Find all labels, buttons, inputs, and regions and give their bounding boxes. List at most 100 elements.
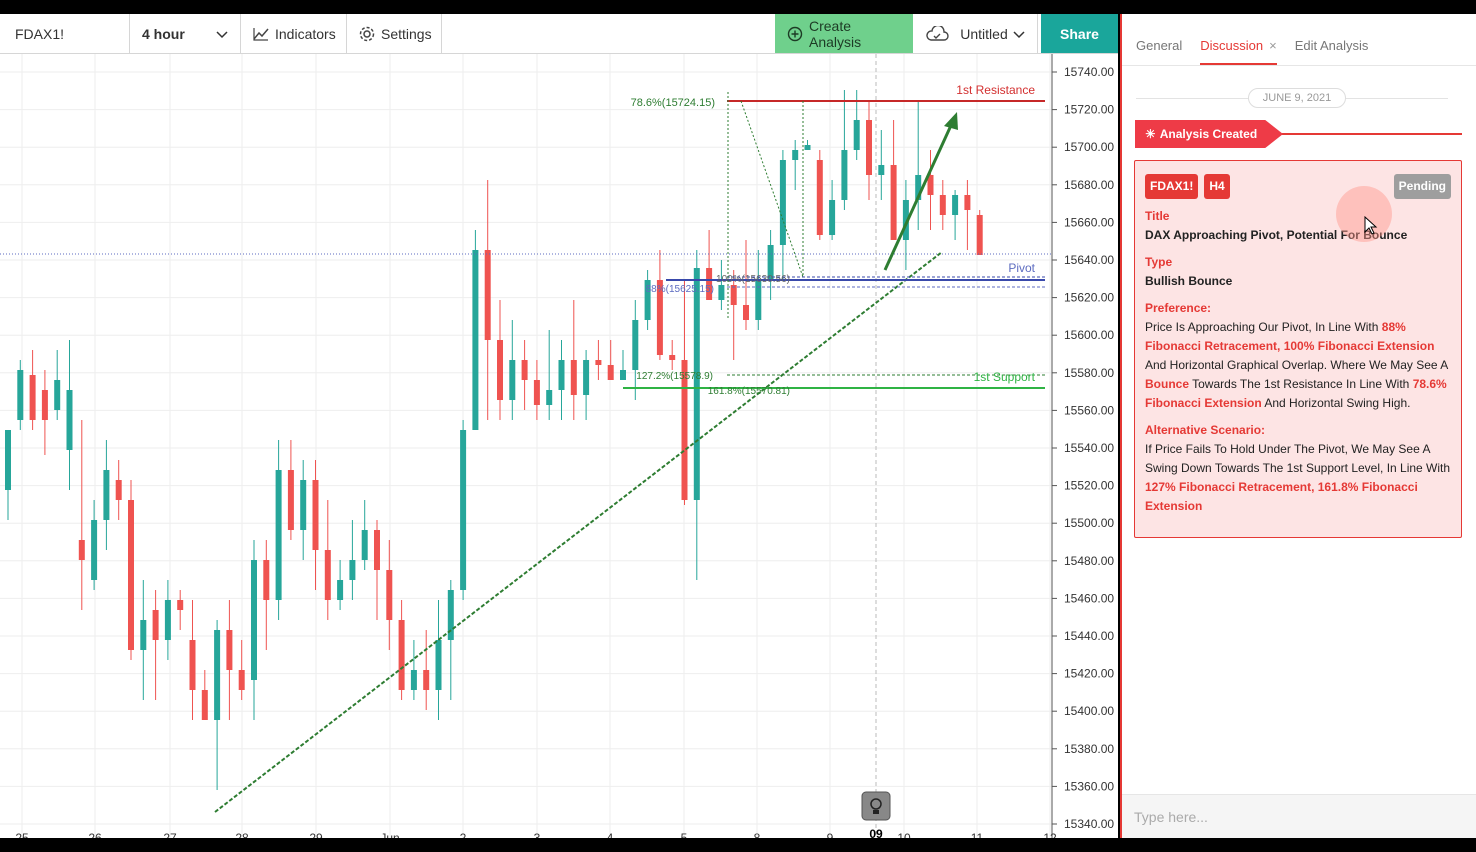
candle — [718, 260, 725, 310]
candle — [312, 460, 319, 590]
time-tick-label: 4 — [607, 831, 614, 838]
candle — [878, 130, 885, 200]
arrow-head-icon — [944, 112, 958, 130]
projection-arrow — [883, 120, 955, 271]
candle — [767, 230, 774, 300]
lightbulb-icon: ☀ — [1145, 127, 1156, 141]
candle — [632, 300, 639, 400]
candle — [447, 580, 454, 700]
preference-text: Price Is Approaching Our Pivot, In Line … — [1145, 318, 1451, 413]
candle — [226, 600, 233, 720]
type-label: Type — [1145, 255, 1173, 269]
close-icon[interactable]: × — [1269, 38, 1277, 53]
time-tick-label: 25 — [15, 831, 29, 838]
bulb-button[interactable] — [861, 791, 891, 821]
price-tick-label: 15660.00 — [1064, 215, 1114, 229]
crosshair-time-label: 09 — [869, 827, 883, 838]
preference-highlight-1: 88% Fibonacci Retracement, 100% Fibonacc… — [1145, 320, 1435, 353]
time-tick-label: 8 — [754, 831, 761, 838]
candle — [177, 590, 184, 630]
candle — [361, 500, 368, 570]
candle — [743, 240, 749, 330]
candle — [706, 230, 713, 300]
symbol-tag: FDAX1! — [1145, 173, 1199, 199]
candle — [779, 150, 786, 280]
candle — [841, 90, 848, 210]
cloud-icon — [925, 25, 949, 42]
price-tick-label: 15400.00 — [1064, 704, 1114, 718]
candle — [693, 250, 700, 580]
share-button[interactable]: Share — [1041, 14, 1118, 53]
preference-highlight-2: Bounce — [1145, 377, 1190, 391]
candle — [91, 500, 98, 590]
tab-discussion[interactable]: Discussion × — [1200, 38, 1277, 65]
candle — [374, 520, 380, 620]
candle — [521, 340, 528, 410]
candle — [263, 540, 270, 650]
price-tick-label: 15680.00 — [1064, 178, 1114, 192]
candle — [152, 590, 159, 700]
candle — [349, 520, 356, 600]
interval-select[interactable]: 4 hour — [130, 14, 241, 53]
time-tick-label: 2 — [460, 831, 467, 838]
create-analysis-button[interactable]: Create Analysis — [775, 14, 913, 53]
preference-text-3: Towards The 1st Resistance In Line With — [1189, 377, 1413, 391]
candle — [398, 600, 405, 700]
candle — [201, 670, 208, 720]
candle — [755, 250, 762, 330]
settings-label: Settings — [381, 25, 432, 42]
chevron-down-icon — [1013, 26, 1025, 42]
candle — [656, 250, 663, 360]
candle — [66, 340, 73, 490]
candle — [669, 340, 676, 370]
alternative-text-1: If Price Fails To Hold Under The Pivot, … — [1145, 442, 1451, 475]
time-tick-label: 5 — [681, 831, 688, 838]
candle — [78, 420, 85, 610]
indicators-button[interactable]: Indicators — [241, 14, 347, 53]
symbol-input[interactable]: FDAX1! — [0, 14, 130, 53]
time-tick-label: 26 — [88, 831, 102, 838]
candles — [5, 90, 983, 790]
price-tick-label: 15720.00 — [1064, 103, 1114, 117]
interval-label: 4 hour — [142, 25, 185, 42]
candle — [324, 500, 331, 620]
preference-highlight-3: 78.6% Fibonacci Extension — [1145, 377, 1447, 410]
candle — [804, 140, 811, 150]
bottom-black-border — [0, 838, 1476, 852]
message-input[interactable]: Type here... — [1122, 794, 1476, 838]
time-tick-label: 29 — [309, 831, 323, 838]
candle — [214, 620, 221, 790]
layout-select[interactable]: Untitled — [913, 14, 1038, 53]
chart-area[interactable] — [0, 14, 1118, 838]
candle — [140, 580, 147, 700]
price-tick-label: 15740.00 — [1064, 65, 1114, 79]
gear-icon — [359, 26, 375, 42]
price-axis: 15740.00 15720.00 15700.00 15680.00 15660.00… — [1051, 54, 1118, 838]
price-tick-label: 15560.00 — [1064, 403, 1114, 417]
cursor-highlight — [1336, 186, 1392, 242]
price-tick-label: 15640.00 — [1064, 253, 1114, 267]
fib-100-label: 100%(15630.56) — [716, 274, 790, 285]
candle — [644, 270, 651, 330]
price-tick-label: 15340.00 — [1064, 817, 1114, 831]
candle — [435, 600, 442, 720]
candle — [816, 150, 823, 240]
create-analysis-label: Create Analysis — [809, 17, 862, 50]
date-separator: JUNE 9, 2021 — [1122, 66, 1476, 108]
tab-edit-analysis[interactable]: Edit Analysis — [1294, 38, 1369, 53]
price-tick-label: 15440.00 — [1064, 629, 1114, 643]
price-tick-label: 15360.00 — [1064, 779, 1114, 793]
candle — [509, 320, 516, 420]
price-tick-label: 15460.00 — [1064, 591, 1114, 605]
analysis-type: Bullish Bounce — [1145, 274, 1233, 288]
fib-1618-label: 161.8%(15570.81) — [708, 386, 790, 397]
support-label: 1st Support — [974, 370, 1036, 384]
top-black-border — [0, 0, 1476, 14]
candle — [866, 100, 872, 200]
settings-button[interactable]: Settings — [347, 14, 442, 53]
candle — [927, 150, 934, 230]
time-tick-label: 11 — [971, 831, 984, 838]
tab-general[interactable]: General — [1136, 38, 1183, 53]
price-chart[interactable]: 1st Resistance Pivot 1st Support 78.6%(1… — [0, 54, 1118, 838]
preference-text-4: And Horizontal Swing High. — [1261, 396, 1411, 410]
